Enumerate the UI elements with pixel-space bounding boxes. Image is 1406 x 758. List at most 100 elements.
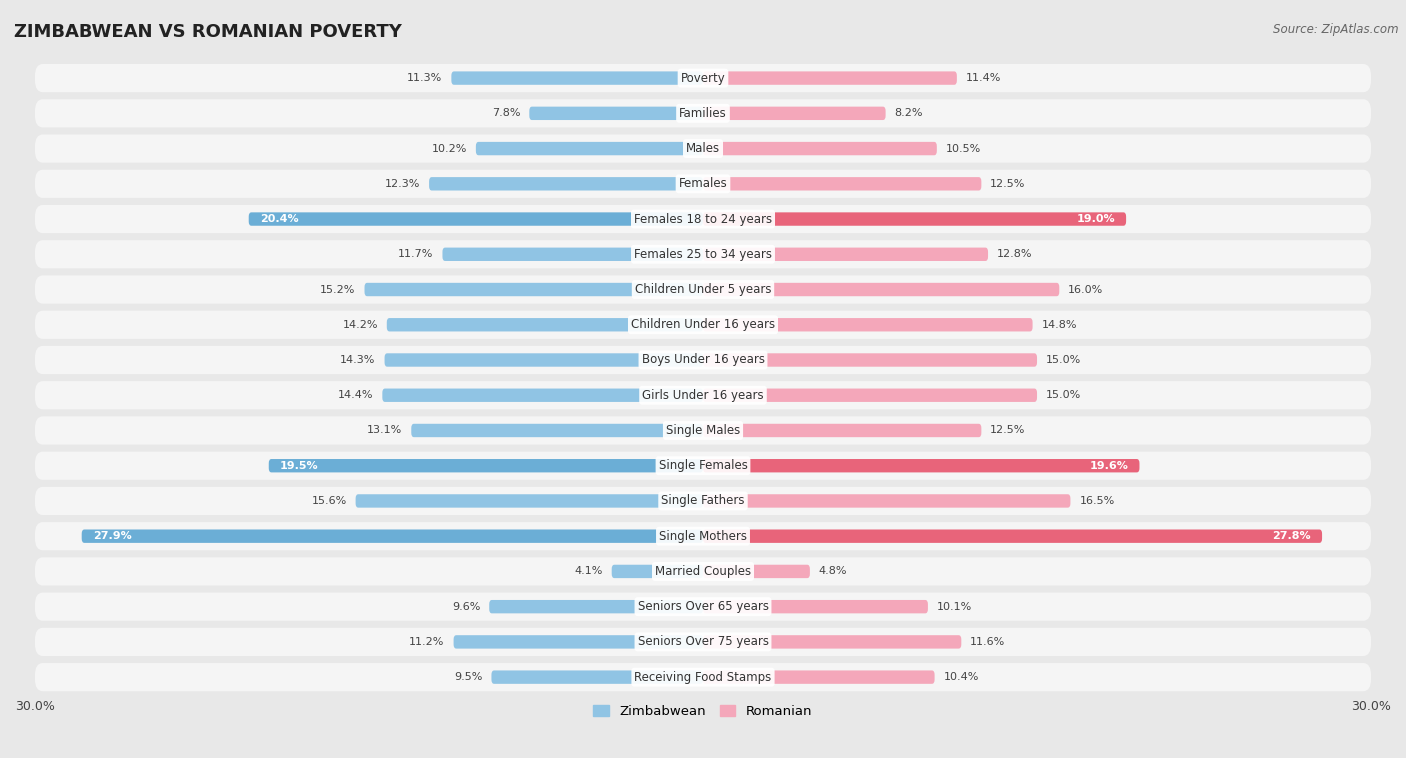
Text: Seniors Over 75 years: Seniors Over 75 years: [637, 635, 769, 648]
FancyBboxPatch shape: [35, 311, 1371, 339]
FancyBboxPatch shape: [35, 240, 1371, 268]
Text: 10.4%: 10.4%: [943, 672, 979, 682]
FancyBboxPatch shape: [35, 381, 1371, 409]
Text: 11.3%: 11.3%: [408, 73, 443, 83]
Text: 19.0%: 19.0%: [1077, 214, 1115, 224]
FancyBboxPatch shape: [703, 494, 1070, 508]
Text: 12.3%: 12.3%: [385, 179, 420, 189]
FancyBboxPatch shape: [443, 248, 703, 261]
Text: 13.1%: 13.1%: [367, 425, 402, 436]
FancyBboxPatch shape: [35, 557, 1371, 585]
Text: 11.7%: 11.7%: [398, 249, 433, 259]
Text: Children Under 5 years: Children Under 5 years: [634, 283, 772, 296]
FancyBboxPatch shape: [703, 353, 1038, 367]
Text: ZIMBABWEAN VS ROMANIAN POVERTY: ZIMBABWEAN VS ROMANIAN POVERTY: [14, 23, 402, 41]
FancyBboxPatch shape: [35, 64, 1371, 92]
Text: 19.5%: 19.5%: [280, 461, 319, 471]
Text: Single Mothers: Single Mothers: [659, 530, 747, 543]
FancyBboxPatch shape: [703, 212, 1126, 226]
FancyBboxPatch shape: [703, 565, 810, 578]
FancyBboxPatch shape: [475, 142, 703, 155]
Text: 7.8%: 7.8%: [492, 108, 520, 118]
Text: Boys Under 16 years: Boys Under 16 years: [641, 353, 765, 367]
FancyBboxPatch shape: [703, 177, 981, 190]
FancyBboxPatch shape: [529, 107, 703, 120]
Text: 14.8%: 14.8%: [1042, 320, 1077, 330]
FancyBboxPatch shape: [35, 346, 1371, 374]
Text: 27.9%: 27.9%: [93, 531, 132, 541]
FancyBboxPatch shape: [703, 670, 935, 684]
FancyBboxPatch shape: [35, 593, 1371, 621]
Text: 16.5%: 16.5%: [1080, 496, 1115, 506]
Text: Children Under 16 years: Children Under 16 years: [631, 318, 775, 331]
FancyBboxPatch shape: [35, 663, 1371, 691]
Text: 11.6%: 11.6%: [970, 637, 1005, 647]
Text: 8.2%: 8.2%: [894, 108, 922, 118]
Text: Males: Males: [686, 142, 720, 155]
Text: 11.2%: 11.2%: [409, 637, 444, 647]
Text: 15.0%: 15.0%: [1046, 390, 1081, 400]
Text: 19.6%: 19.6%: [1090, 461, 1129, 471]
Text: 12.8%: 12.8%: [997, 249, 1032, 259]
FancyBboxPatch shape: [492, 670, 703, 684]
Text: Girls Under 16 years: Girls Under 16 years: [643, 389, 763, 402]
Text: 20.4%: 20.4%: [260, 214, 298, 224]
Text: Source: ZipAtlas.com: Source: ZipAtlas.com: [1274, 23, 1399, 36]
FancyBboxPatch shape: [385, 353, 703, 367]
FancyBboxPatch shape: [703, 248, 988, 261]
FancyBboxPatch shape: [703, 459, 1139, 472]
Text: 9.5%: 9.5%: [454, 672, 482, 682]
Legend: Zimbabwean, Romanian: Zimbabwean, Romanian: [588, 700, 818, 723]
Text: Single Males: Single Males: [666, 424, 740, 437]
FancyBboxPatch shape: [35, 628, 1371, 656]
Text: Females 25 to 34 years: Females 25 to 34 years: [634, 248, 772, 261]
Text: 12.5%: 12.5%: [990, 425, 1025, 436]
FancyBboxPatch shape: [703, 71, 957, 85]
Text: Single Females: Single Females: [658, 459, 748, 472]
FancyBboxPatch shape: [35, 452, 1371, 480]
Text: 12.5%: 12.5%: [990, 179, 1025, 189]
Text: 4.1%: 4.1%: [575, 566, 603, 576]
FancyBboxPatch shape: [703, 283, 1059, 296]
Text: 11.4%: 11.4%: [966, 73, 1001, 83]
FancyBboxPatch shape: [35, 416, 1371, 445]
FancyBboxPatch shape: [82, 530, 703, 543]
FancyBboxPatch shape: [703, 107, 886, 120]
Text: Married Couples: Married Couples: [655, 565, 751, 578]
FancyBboxPatch shape: [429, 177, 703, 190]
FancyBboxPatch shape: [356, 494, 703, 508]
Text: 10.1%: 10.1%: [936, 602, 972, 612]
Text: 14.3%: 14.3%: [340, 355, 375, 365]
FancyBboxPatch shape: [387, 318, 703, 331]
FancyBboxPatch shape: [703, 635, 962, 649]
FancyBboxPatch shape: [412, 424, 703, 437]
FancyBboxPatch shape: [612, 565, 703, 578]
Text: 15.6%: 15.6%: [312, 496, 347, 506]
Text: Seniors Over 65 years: Seniors Over 65 years: [637, 600, 769, 613]
Text: 27.8%: 27.8%: [1272, 531, 1310, 541]
Text: 14.2%: 14.2%: [343, 320, 378, 330]
FancyBboxPatch shape: [703, 389, 1038, 402]
Text: 15.2%: 15.2%: [321, 284, 356, 295]
FancyBboxPatch shape: [249, 212, 703, 226]
FancyBboxPatch shape: [703, 142, 936, 155]
FancyBboxPatch shape: [35, 205, 1371, 233]
FancyBboxPatch shape: [454, 635, 703, 649]
Text: Single Fathers: Single Fathers: [661, 494, 745, 507]
FancyBboxPatch shape: [35, 134, 1371, 163]
Text: Receiving Food Stamps: Receiving Food Stamps: [634, 671, 772, 684]
FancyBboxPatch shape: [35, 170, 1371, 198]
Text: 9.6%: 9.6%: [451, 602, 481, 612]
Text: 10.5%: 10.5%: [946, 143, 981, 154]
Text: 10.2%: 10.2%: [432, 143, 467, 154]
FancyBboxPatch shape: [703, 600, 928, 613]
Text: 15.0%: 15.0%: [1046, 355, 1081, 365]
Text: 14.4%: 14.4%: [337, 390, 374, 400]
FancyBboxPatch shape: [703, 530, 1322, 543]
Text: Poverty: Poverty: [681, 71, 725, 85]
Text: Families: Families: [679, 107, 727, 120]
FancyBboxPatch shape: [35, 275, 1371, 304]
FancyBboxPatch shape: [703, 424, 981, 437]
Text: 4.8%: 4.8%: [818, 566, 848, 576]
FancyBboxPatch shape: [35, 99, 1371, 127]
